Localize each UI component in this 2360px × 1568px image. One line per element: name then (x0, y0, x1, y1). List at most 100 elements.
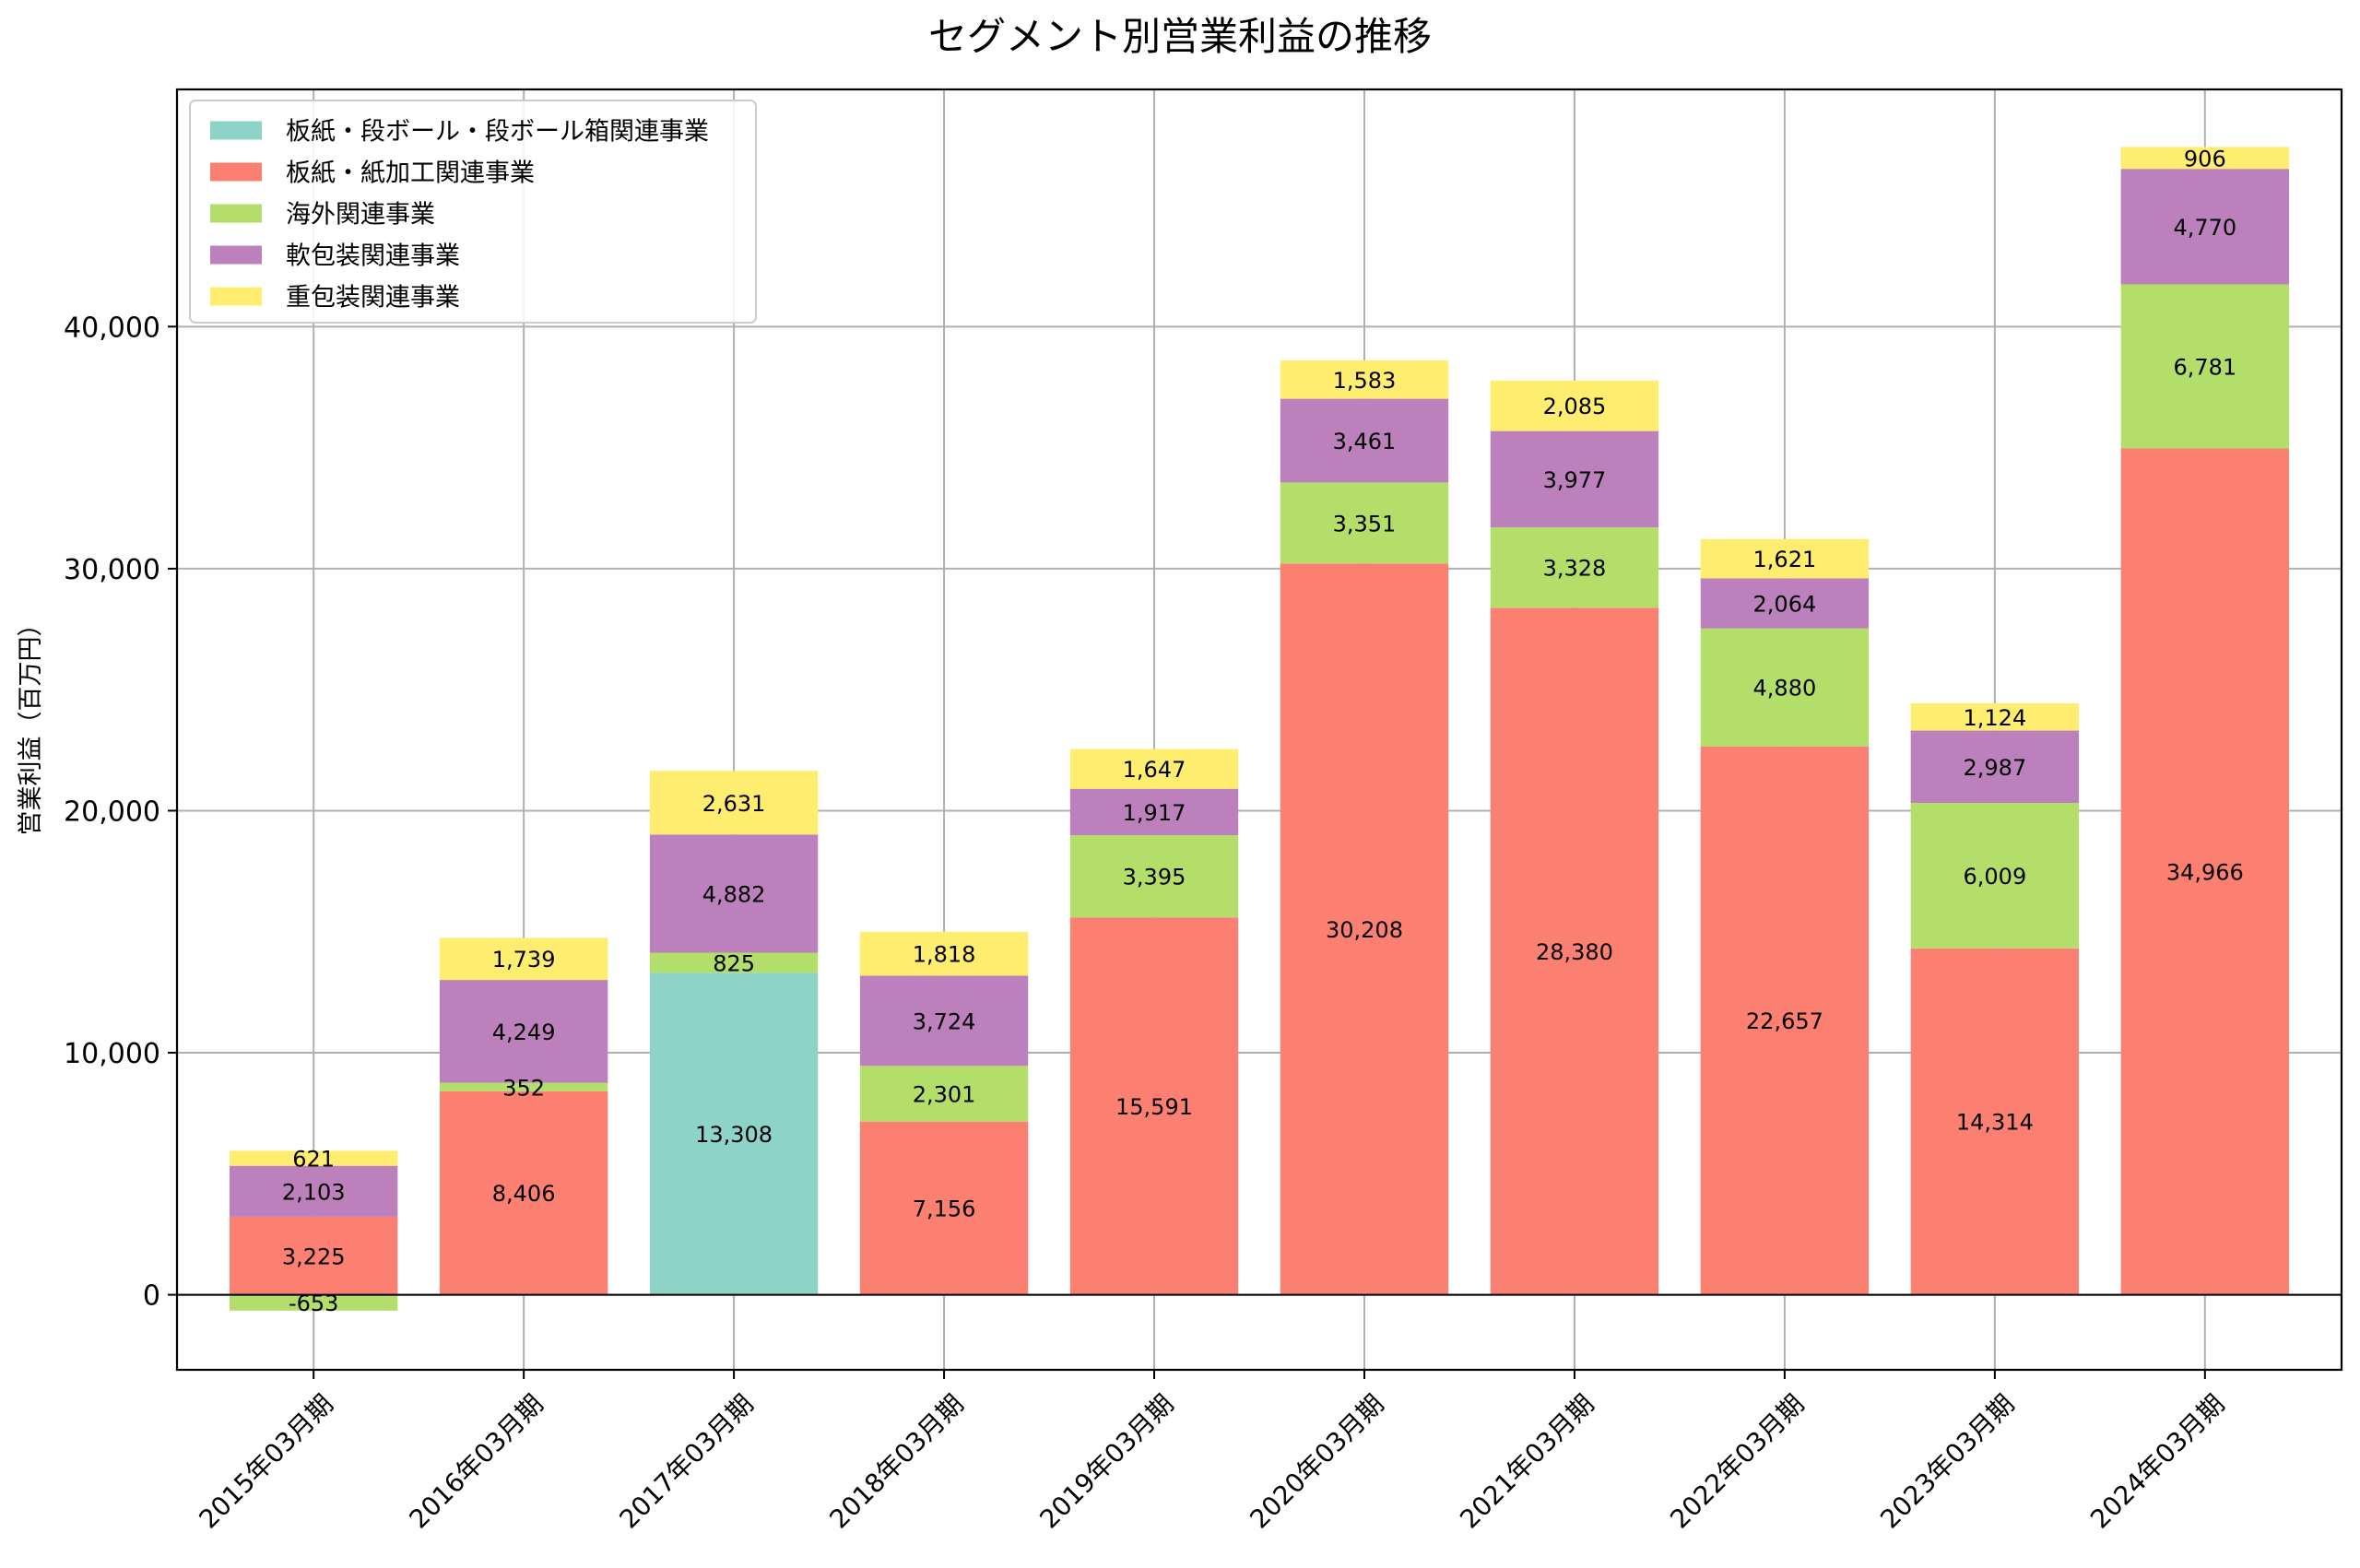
data-label: 2,631 (702, 791, 766, 817)
y-tick-label: 10,000 (64, 1038, 160, 1070)
bar-segment (649, 771, 819, 835)
data-label: 352 (502, 1075, 545, 1101)
legend-entry[interactable]: 軟包装関連事業 (286, 242, 460, 271)
legend-entry[interactable]: 板紙・段ボール・段ボール箱関連事業 (286, 118, 709, 147)
data-label: 4,880 (1753, 676, 1817, 701)
bar-segment (439, 980, 608, 1083)
y-tick-label: 20,000 (64, 796, 160, 828)
data-label: 2,103 (282, 1179, 346, 1205)
legend-swatch (210, 121, 262, 140)
data-label: 3,724 (913, 1008, 976, 1034)
bar-segment (1490, 380, 1659, 431)
bar-segment (1700, 628, 1870, 747)
data-label: 4,249 (492, 1020, 556, 1045)
data-label: 1,583 (1333, 368, 1397, 394)
data-label: 3,351 (1333, 511, 1397, 536)
data-label: 1,739 (492, 947, 556, 973)
data-label: 15,591 (1115, 1094, 1193, 1120)
chart-title: セグメント別営業利益の推移 (928, 14, 1432, 59)
legend-swatch (210, 162, 262, 182)
bar-segment (439, 1091, 608, 1295)
data-label: 13,308 (695, 1122, 773, 1148)
legend-swatch (210, 287, 262, 306)
bar-segment (2120, 147, 2290, 170)
data-label: 2,301 (913, 1081, 976, 1107)
legend-entry[interactable]: 板紙・紙加工関連事業 (286, 159, 535, 188)
data-label: 6,009 (1964, 864, 2027, 890)
bar-segment (229, 1165, 398, 1217)
data-label: 3,395 (1123, 865, 1186, 890)
bar-segment (1910, 802, 2080, 949)
bar-segment (1280, 563, 1449, 1295)
x-tick-label: 2016年03月期 (403, 1388, 549, 1534)
legend[interactable]: 板紙・段ボール・段ボール箱関連事業板紙・紙加工関連事業海外関連事業軟包装関連事業… (189, 100, 757, 324)
x-tick-label: 2020年03月期 (1244, 1388, 1389, 1534)
data-labels: 13,308 3,225 8,406 7,156 15,591 30,208 28,380 2… (282, 146, 2244, 1316)
bar-segment (1700, 538, 1870, 579)
data-label: 3,328 (1543, 556, 1607, 582)
legend-swatch (210, 245, 262, 265)
data-label: 30,208 (1326, 917, 1403, 943)
bars (229, 147, 2290, 1311)
x-tick-label: 2021年03月期 (1454, 1388, 1599, 1534)
data-label: 3,461 (1333, 429, 1397, 454)
bar-segment (649, 952, 819, 973)
bar-segment (2120, 169, 2290, 285)
bar-segment (859, 975, 1029, 1067)
x-tick-label: 2019年03月期 (1033, 1388, 1179, 1534)
bar-segment (1069, 835, 1239, 918)
bar-segment (1700, 578, 1870, 629)
y-tick-label: 30,000 (64, 554, 160, 586)
bar-segment (439, 1082, 608, 1091)
bar-segment (859, 1066, 1029, 1122)
legend-box (189, 100, 757, 324)
bar-segment (1910, 730, 2080, 803)
data-label: 2,085 (1543, 394, 1607, 419)
bar-segment (859, 1121, 1029, 1295)
data-label: 14,314 (1956, 1110, 2034, 1136)
x-tick-label: 2023年03月期 (1874, 1388, 2020, 1534)
data-label: 1,818 (913, 942, 976, 968)
data-label: 3,225 (282, 1244, 346, 1269)
legend-entry[interactable]: 海外関連事業 (286, 201, 435, 230)
data-label: 4,770 (2173, 215, 2236, 241)
data-label: 22,657 (1746, 1008, 1823, 1034)
data-label: 6,781 (2173, 354, 2236, 380)
bar-segment (1910, 948, 2080, 1295)
legend-swatch (210, 204, 262, 223)
data-label: 1,917 (1123, 800, 1186, 826)
x-tick-label: 2017年03月期 (613, 1388, 759, 1534)
bar-segment (229, 1294, 398, 1311)
x-tick-label: 2018年03月期 (823, 1388, 969, 1534)
bar-segment (1280, 360, 1449, 399)
data-label: 1,647 (1123, 757, 1186, 783)
x-tick-label: 2024年03月期 (2084, 1388, 2230, 1534)
bar-segment (859, 931, 1029, 976)
bar-segment (1910, 703, 2080, 731)
bar-segment (1280, 398, 1449, 483)
data-label: 906 (2184, 146, 2226, 171)
y-tick-label: 0 (143, 1280, 160, 1313)
bar-segment (1490, 527, 1659, 608)
data-label: 621 (292, 1147, 335, 1173)
bar-segment (1069, 917, 1239, 1295)
bar-segment (1280, 482, 1449, 564)
data-label: 2,064 (1753, 591, 1817, 617)
data-label: 7,156 (913, 1197, 976, 1222)
bar-segment (1490, 430, 1659, 528)
bar-segment (229, 1150, 398, 1166)
bar-segment (1700, 746, 1870, 1295)
bar-segment (1069, 788, 1239, 836)
data-label: 1,621 (1753, 547, 1817, 572)
data-label: 1,124 (1964, 705, 2027, 731)
data-label: 8,406 (492, 1181, 556, 1207)
data-label: 34,966 (2166, 860, 2244, 886)
data-label: 28,380 (1536, 939, 1613, 965)
data-label: 4,882 (702, 881, 766, 907)
legend-entry[interactable]: 重包装関連事業 (286, 284, 460, 312)
data-label: 2,987 (1964, 755, 2027, 781)
bar-segment (649, 973, 819, 1295)
bar-segment (439, 937, 608, 981)
